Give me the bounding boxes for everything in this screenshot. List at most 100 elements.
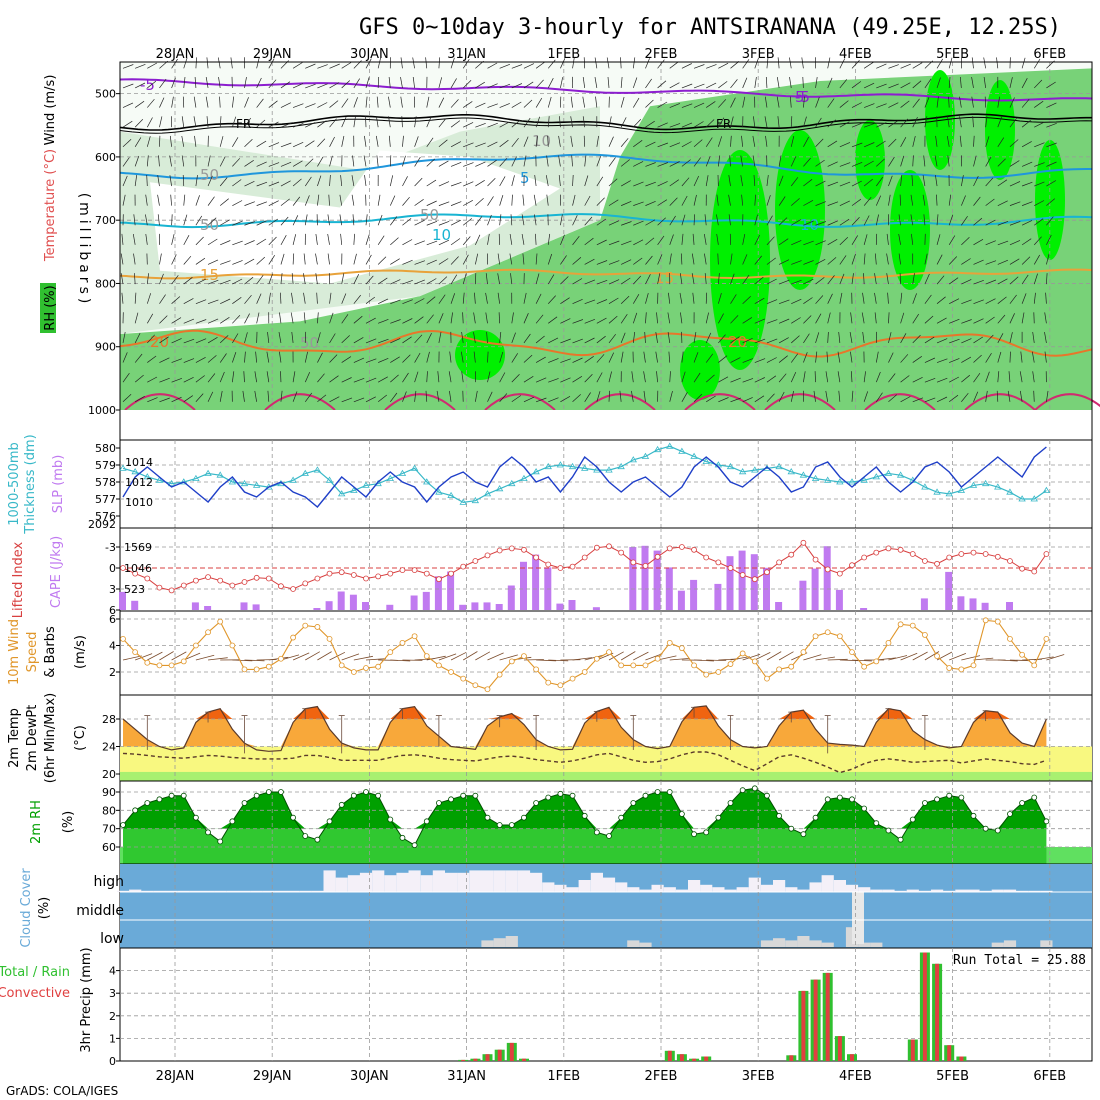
- wind-barb: [766, 338, 778, 344]
- wind-barb: [244, 138, 253, 148]
- cloud-clear-high: [432, 870, 445, 892]
- rh2m-marker: [217, 838, 224, 845]
- wind-barb: [754, 395, 765, 403]
- rh2m-marker: [569, 792, 576, 799]
- wind10-speed-marker: [241, 666, 248, 673]
- wind10-barb: [924, 651, 940, 661]
- wind-barb: [730, 294, 737, 304]
- wind10-speed-marker: [192, 642, 199, 649]
- rh-saturated-patch: [775, 130, 825, 290]
- wind-barb: [985, 116, 988, 128]
- wind-barb: [961, 338, 972, 344]
- wind-barb: [680, 253, 683, 265]
- wind10-barb: [888, 655, 908, 661]
- wind-barb: [645, 274, 651, 285]
- cloud-clear-high: [359, 872, 373, 892]
- wind-barb: [341, 98, 349, 108]
- wind-barb: [511, 101, 522, 108]
- wind-barb: [509, 233, 513, 245]
- wind10-speed-marker: [120, 635, 126, 642]
- tick-label: 800: [95, 277, 116, 290]
- wind-barb: [582, 116, 586, 128]
- rh2m-marker: [229, 818, 236, 825]
- rh2m-marker: [326, 818, 333, 825]
- contour-20: [119, 329, 1093, 358]
- wind-barb: [584, 318, 596, 324]
- wind-barb: [633, 275, 642, 285]
- tick-label: 70: [102, 823, 116, 836]
- wind-barb: [341, 293, 347, 304]
- wind-barb: [730, 135, 732, 147]
- date-label-top: 30JAN: [350, 47, 389, 62]
- wind-barb: [1046, 273, 1048, 285]
- lifted-index-line-marker: [970, 549, 977, 556]
- cape-bar: [556, 603, 564, 610]
- cape-bar: [434, 576, 442, 610]
- wind-barb: [134, 137, 142, 147]
- wind-barb: [195, 356, 206, 363]
- wind-barb: [497, 292, 500, 304]
- wind-barb: [620, 351, 624, 363]
- wind-barb: [766, 195, 771, 206]
- wind-barb: [621, 221, 632, 226]
- wind-barb: [205, 96, 209, 108]
- wind-barb: [803, 136, 810, 147]
- wind-barb: [1021, 120, 1031, 128]
- wind-barb: [316, 292, 318, 304]
- wind10-barb: [159, 651, 174, 661]
- wind-barb: [985, 334, 994, 344]
- wind-barb: [778, 391, 785, 402]
- wind-barb: [667, 332, 671, 343]
- footer-credit: GrADS: COLA/IGES: [6, 1084, 118, 1098]
- wind-barb: [657, 80, 667, 89]
- wind-barb: [753, 174, 756, 187]
- wind-barb: [292, 234, 297, 245]
- wind-barb: [657, 59, 665, 69]
- thickness-line-marker: [605, 466, 613, 473]
- wind-barb: [171, 234, 175, 245]
- wind-barb: [900, 155, 905, 167]
- wind10-barb: [462, 651, 478, 661]
- thickness-line-marker: [568, 462, 577, 470]
- wind-barb: [207, 279, 219, 285]
- wind-barb: [195, 338, 207, 344]
- wind-barb: [414, 260, 426, 265]
- wind10-barb: [548, 659, 569, 662]
- wind-barb: [778, 196, 786, 206]
- thickness-line-marker: [252, 481, 261, 488]
- wind-barb: [815, 277, 825, 285]
- wind-barb: [803, 371, 806, 383]
- lifted-index-line-marker: [642, 563, 649, 569]
- lifted-index-line-marker: [836, 570, 843, 577]
- wind-barb: [193, 116, 197, 128]
- lifted-index-line-marker: [326, 570, 333, 577]
- wind-barb: [511, 374, 520, 383]
- wind-barb: [620, 314, 628, 324]
- wind-barb: [497, 253, 500, 265]
- thickness-line-marker: [653, 445, 662, 453]
- wind-barb: [317, 175, 322, 187]
- precip-bar-conv: [910, 1039, 915, 1061]
- wind10-speed-marker: [508, 658, 515, 665]
- wind-barb: [171, 254, 177, 265]
- thickness-line-marker: [994, 483, 1002, 490]
- wind-barb: [718, 334, 726, 344]
- lifted-index-line-marker: [849, 562, 855, 569]
- thickness-line-marker: [386, 474, 395, 481]
- rh2m-marker: [472, 792, 479, 799]
- wind-barb: [839, 79, 848, 89]
- cloud-clear-high: [153, 890, 166, 892]
- wind-barb: [742, 317, 753, 324]
- wind-barb: [1021, 57, 1026, 69]
- wind-barb: [207, 238, 218, 246]
- lifted-index-line-marker: [375, 573, 382, 580]
- wind-barb: [159, 397, 170, 403]
- wind10-barb: [536, 659, 557, 662]
- wind-barb: [827, 293, 833, 304]
- thickness-line-marker: [471, 496, 480, 504]
- wind-barb: [620, 332, 626, 344]
- thickness-line-marker: [313, 466, 322, 473]
- wind-barb: [790, 371, 797, 383]
- wind10-barb: [499, 654, 518, 661]
